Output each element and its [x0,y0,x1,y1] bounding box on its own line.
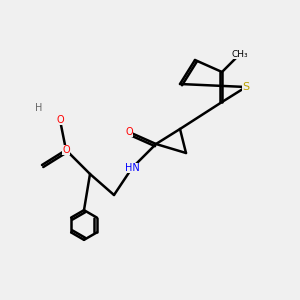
Text: S: S [242,82,250,92]
Text: H: H [35,103,43,113]
Text: O: O [56,115,64,125]
Text: O: O [125,127,133,137]
Text: HN: HN [124,163,140,173]
Text: CH₃: CH₃ [232,50,248,58]
Text: O: O [62,145,70,155]
